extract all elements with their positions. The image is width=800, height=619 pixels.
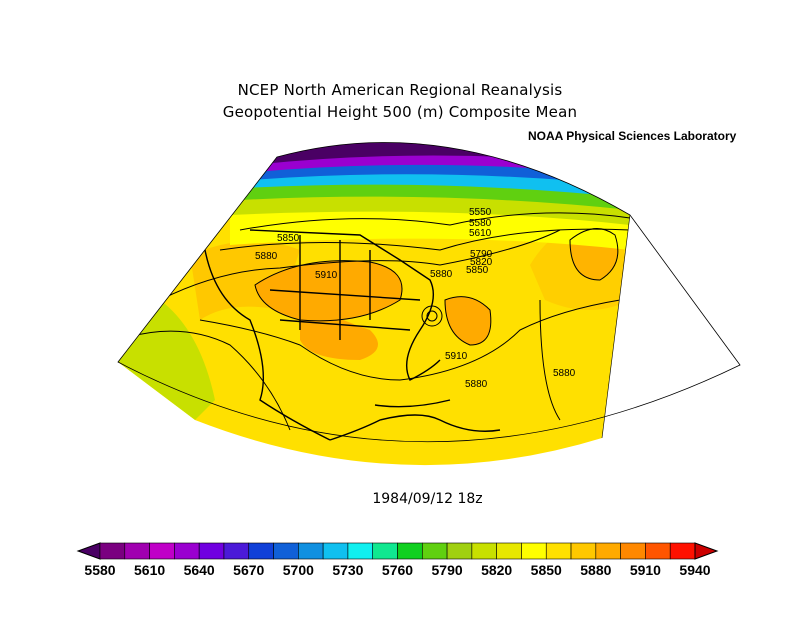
colorbar-tick-label: 5730 [332,562,363,578]
colorbar-tick-label: 5580 [84,562,115,578]
colorbar: 5580 5610 5640 5670 5700 5730 5760 5790 5820 5850… [76,542,719,578]
colorbar-swatch [595,542,621,560]
colorbar-tick-label: 5790 [432,562,463,578]
colorbar-tick-label: 5940 [679,562,710,578]
colorbar-swatch [198,542,225,560]
colorbar-swatch [99,542,126,560]
colorbar-swatch [620,542,646,560]
contour-label: 5820 [470,257,493,268]
colorbar-swatch [471,542,497,560]
colorbar-swatch [174,542,200,560]
colorbar-swatch [223,542,250,560]
contour-label: 5910 [445,351,468,362]
colorbar-swatch [372,542,398,560]
contour-label: 5790 [470,249,493,260]
contour-label: 5880 [255,251,278,262]
colorbar-swatch [570,542,597,560]
contour-label: 5580 [469,218,492,229]
colorbar-swatch [645,542,671,560]
colorbar-swatch [496,542,522,560]
colorbar-swatch [397,542,423,560]
contour-label: 5880 [553,368,576,379]
colorbar-swatch [149,542,175,560]
contour-label: 5850 [277,233,300,244]
colorbar-swatch [273,542,299,560]
height-field [118,142,630,466]
colorbar-tick-label: 5700 [283,562,314,578]
colorbar-tick-label: 5610 [134,562,165,578]
colorbar-swatch [521,542,547,560]
map-frame [117,142,741,443]
colorbar-tick-label: 5820 [481,562,512,578]
colorbar-swatch [248,542,274,560]
colorbar-tick-label: 5850 [531,562,562,578]
colorbar-swatch [124,542,150,560]
colorbar-swatch [446,542,473,560]
colorbar-swatch [669,542,696,560]
colorbar-tick-label: 5910 [630,562,661,578]
colorbar-swatch [322,542,349,560]
date-stamp: 1984/09/12 18z [372,491,483,507]
contour-label: 5850 [466,265,489,276]
colorbar-swatch [347,542,374,560]
noaa-credit: NOAA Physical Sciences Laboratory [528,129,737,143]
colorbar-tick-label: 5760 [382,562,413,578]
colorbar-swatch [545,542,572,560]
colorbar-tick-label: 5880 [580,562,611,578]
contour-label: 5880 [430,269,453,280]
colorbar-swatch [421,542,448,560]
colorbar-tick-label: 5640 [184,562,215,578]
colorbar-tick-label: 5670 [233,562,264,578]
contour-label: 5610 [469,228,492,239]
colorbar-arrow-low [76,542,101,560]
contour-label: 5910 [315,270,338,281]
map-subtitle: Geopotential Height 500 (m) Composite Me… [222,103,578,121]
colorbar-arrow-high [694,542,719,560]
contour-label: 5880 [465,379,488,390]
contour-labels: 5550 5580 5610 5790 5820 5850 5880 5850 … [255,207,576,390]
map-title: NCEP North American Regional Reanalysis [237,81,563,99]
contour-label: 5550 [469,207,492,218]
colorbar-swatch [298,542,324,560]
